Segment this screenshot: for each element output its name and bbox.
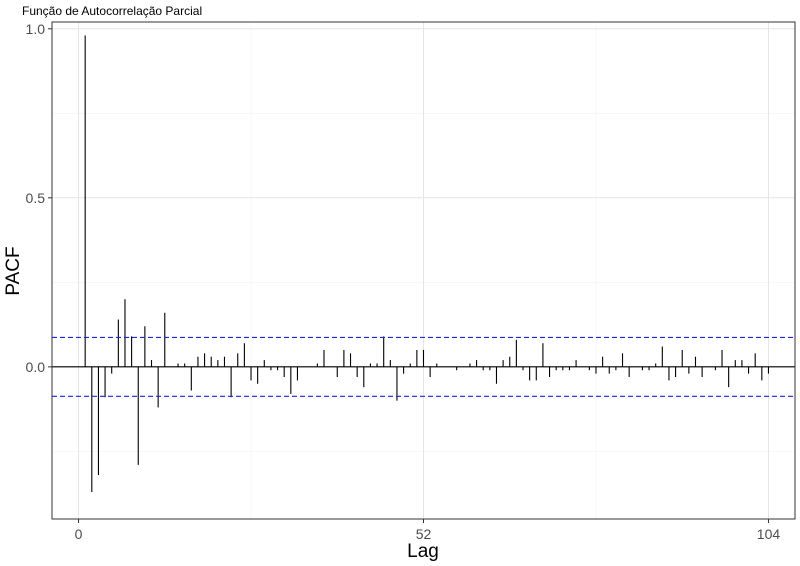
y-tick-label: 0.5 bbox=[26, 190, 46, 206]
pacf-bars bbox=[84, 35, 770, 492]
y-axis: 0.0 0.5 1.0 bbox=[26, 21, 52, 375]
x-tick-label: 104 bbox=[757, 526, 781, 542]
chart-title: Função de Autocorrelação Parcial bbox=[22, 4, 202, 18]
x-tick-label: 52 bbox=[416, 526, 432, 542]
x-axis-title: Lag bbox=[407, 541, 439, 562]
y-tick-label: 0.0 bbox=[26, 359, 46, 375]
y-tick-label: 1.0 bbox=[26, 21, 46, 37]
x-tick-label: 0 bbox=[75, 526, 83, 542]
y-axis-title: PACF bbox=[3, 246, 24, 295]
x-axis: 0 52 104 bbox=[75, 519, 781, 542]
